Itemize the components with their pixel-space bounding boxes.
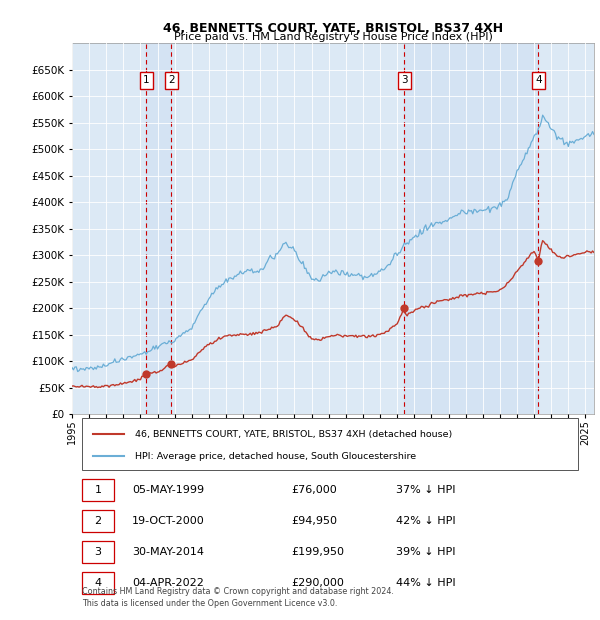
- Text: Contains HM Land Registry data © Crown copyright and database right 2024.
This d: Contains HM Land Registry data © Crown c…: [82, 587, 394, 608]
- Text: HPI: Average price, detached house, South Gloucestershire: HPI: Average price, detached house, Sout…: [134, 451, 416, 461]
- Text: 30-MAY-2014: 30-MAY-2014: [132, 547, 204, 557]
- Text: 3: 3: [95, 547, 101, 557]
- FancyBboxPatch shape: [82, 510, 114, 532]
- Text: 3: 3: [401, 76, 407, 86]
- Text: 05-MAY-1999: 05-MAY-1999: [132, 485, 204, 495]
- Text: 04-APR-2022: 04-APR-2022: [132, 578, 204, 588]
- Text: 46, BENNETTS COURT, YATE, BRISTOL, BS37 4XH: 46, BENNETTS COURT, YATE, BRISTOL, BS37 …: [163, 22, 503, 35]
- Text: 46, BENNETTS COURT, YATE, BRISTOL, BS37 4XH (detached house): 46, BENNETTS COURT, YATE, BRISTOL, BS37 …: [134, 430, 452, 438]
- Text: 2: 2: [95, 516, 101, 526]
- Text: £199,950: £199,950: [291, 547, 344, 557]
- Bar: [404, 43, 538, 414]
- FancyBboxPatch shape: [82, 541, 114, 563]
- Text: 42% ↓ HPI: 42% ↓ HPI: [395, 516, 455, 526]
- Text: Price paid vs. HM Land Registry's House Price Index (HPI): Price paid vs. HM Land Registry's House …: [173, 32, 493, 42]
- Text: 1: 1: [143, 76, 150, 86]
- Text: £290,000: £290,000: [291, 578, 344, 588]
- FancyBboxPatch shape: [82, 572, 114, 594]
- Text: 19-OCT-2000: 19-OCT-2000: [132, 516, 205, 526]
- Text: 4: 4: [95, 578, 101, 588]
- Text: 44% ↓ HPI: 44% ↓ HPI: [395, 578, 455, 588]
- Text: 39% ↓ HPI: 39% ↓ HPI: [395, 547, 455, 557]
- Bar: [146, 43, 171, 414]
- Text: £94,950: £94,950: [291, 516, 337, 526]
- Text: 1: 1: [95, 485, 101, 495]
- Text: 2: 2: [168, 76, 175, 86]
- FancyBboxPatch shape: [82, 479, 114, 501]
- Text: 37% ↓ HPI: 37% ↓ HPI: [395, 485, 455, 495]
- FancyBboxPatch shape: [82, 418, 578, 470]
- Text: £76,000: £76,000: [291, 485, 337, 495]
- Text: 4: 4: [535, 76, 542, 86]
